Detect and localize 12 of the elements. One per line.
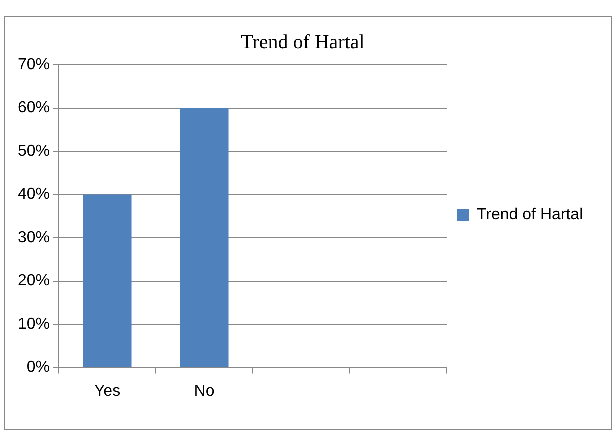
y-tick-label: 50% <box>18 142 50 160</box>
y-tick-label: 20% <box>18 272 50 290</box>
x-tick-label: Yes <box>94 382 121 400</box>
x-tick-label: No <box>194 382 215 400</box>
legend-label: Trend of Hartal <box>477 206 584 224</box>
y-tick-label: 60% <box>18 100 50 117</box>
chart-title: Trend of Hartal <box>241 31 366 54</box>
y-tick-label: 30% <box>18 229 50 246</box>
y-tick-label: 10% <box>18 316 50 333</box>
y-tick-label: 0% <box>26 359 50 376</box>
y-tick-label: 70% <box>18 56 50 74</box>
y-tick-label: 40% <box>18 186 50 204</box>
